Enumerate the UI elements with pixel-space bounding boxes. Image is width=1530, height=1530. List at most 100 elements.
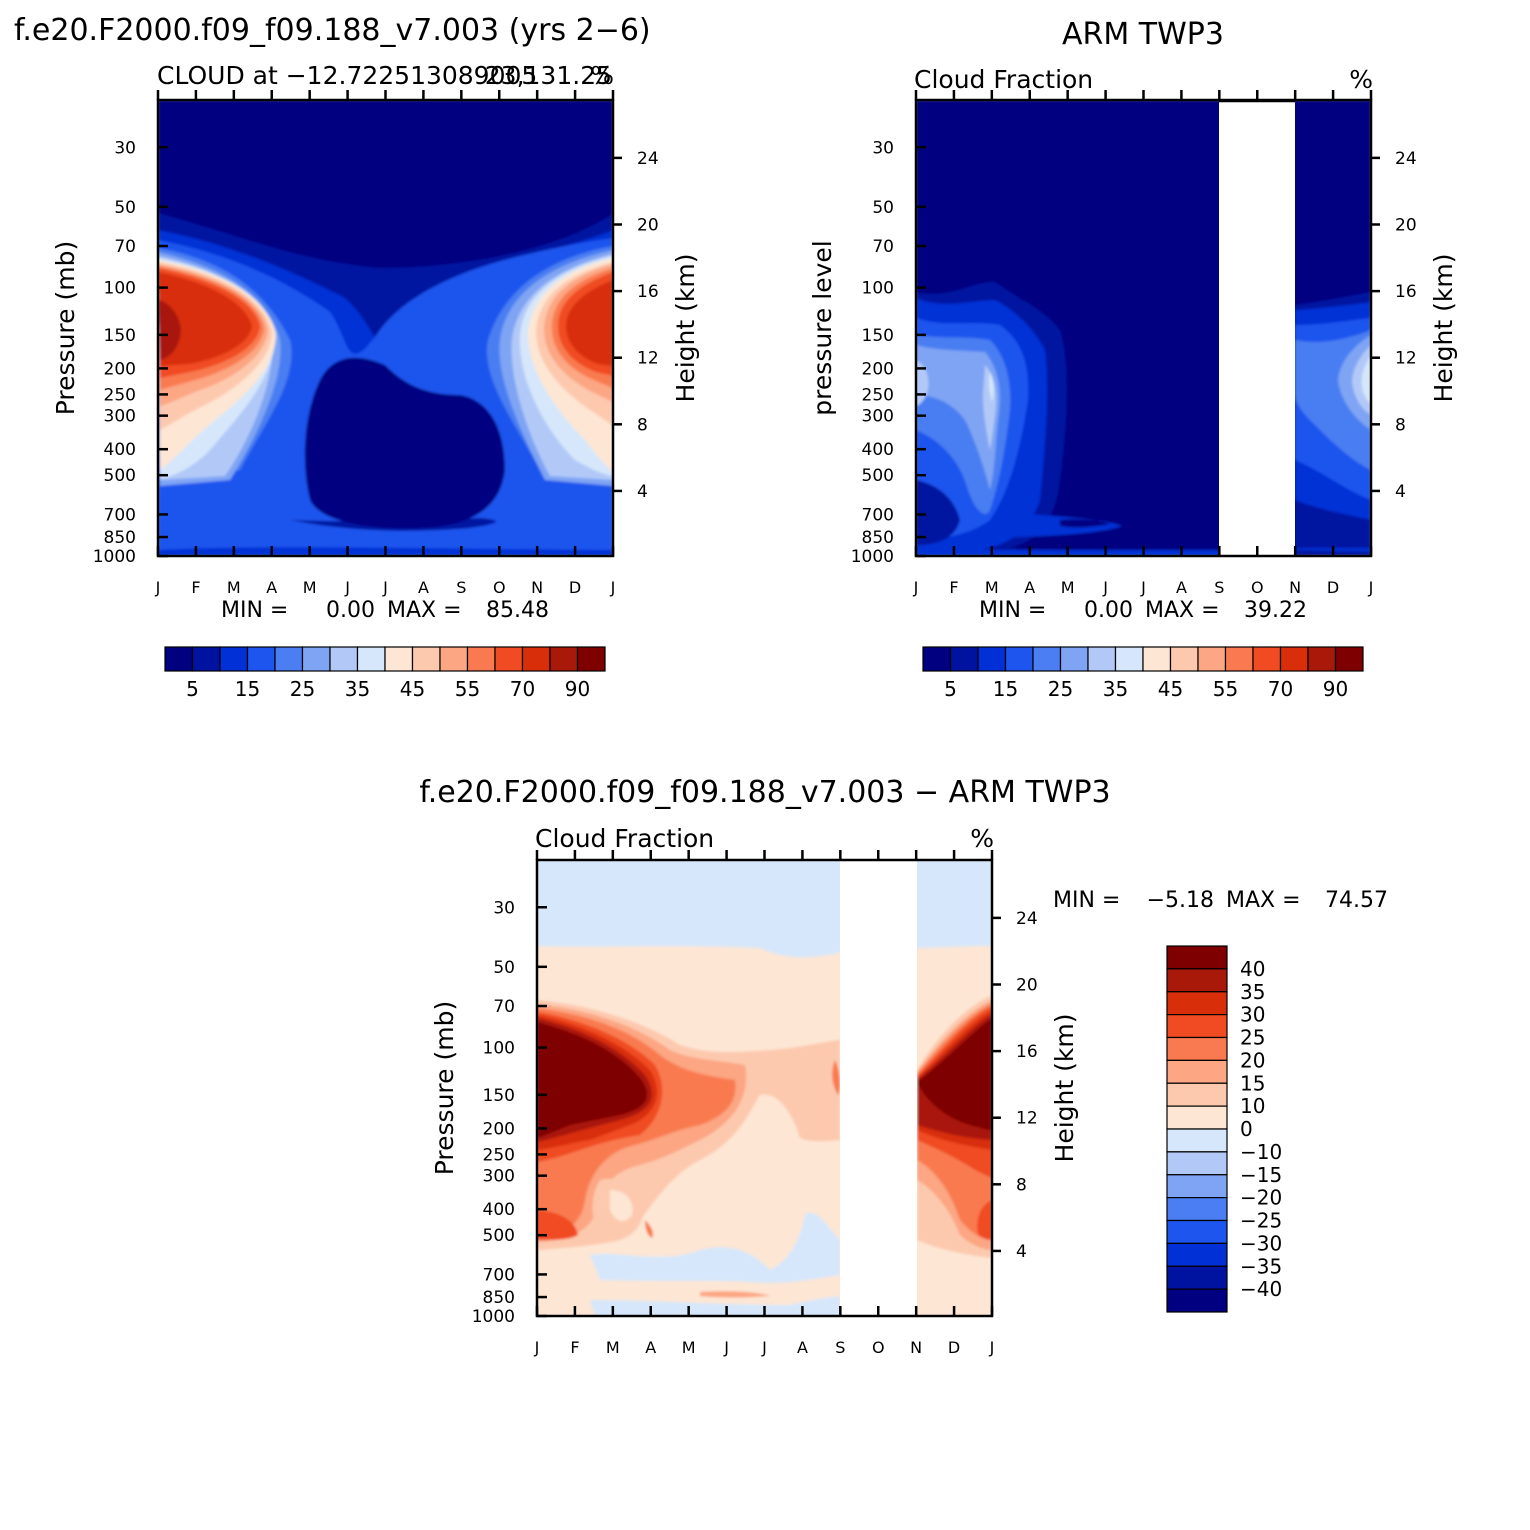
stats-obs-min-label: MIN =: [979, 598, 1046, 623]
colorbar-model-swatch-1: [191, 646, 221, 672]
colorbar-obs-swatch-4: [1032, 646, 1062, 672]
y-tick-label-diff-11: 850: [483, 1288, 515, 1308]
height-tick-label-model-0: 24: [637, 149, 659, 169]
colorbar-obs-swatch-13: [1279, 646, 1309, 672]
y-tick-label-obs-5: 200: [862, 359, 894, 379]
colorbar-diff-swatch-15: [1166, 1288, 1228, 1313]
colorbar-obs-swatch-11: [1224, 646, 1254, 672]
colorbar-diff-label-1: 35: [1240, 980, 1265, 1004]
colorbar-diff-label-9: −15: [1240, 1163, 1282, 1187]
stats-obs-max-label: MAX =: [1145, 598, 1220, 623]
colorbar-diff-swatch-8: [1166, 1128, 1228, 1153]
colorbar-model-swatch-6: [329, 646, 359, 672]
y-tick-label-model-12: 1000: [93, 547, 136, 567]
y-tick-label-model-0: 30: [114, 138, 136, 158]
height-tick-label-model-1: 20: [637, 215, 659, 235]
colorbar-model-label-1: 15: [235, 677, 260, 701]
height-tick-label-obs-1: 20: [1395, 215, 1417, 235]
colorbar-model-swatch-15: [576, 646, 606, 672]
x-tick-label-model-1: F: [191, 578, 200, 597]
colorbar-diff-swatch-7: [1166, 1105, 1228, 1130]
plot-area-diff: [537, 860, 992, 1316]
colorbar-diff-swatch-9: [1166, 1151, 1228, 1176]
height-tick-label-diff-1: 20: [1016, 975, 1038, 995]
height-tick-label-model-3: 12: [637, 349, 659, 369]
colorbar-obs-swatch-10: [1197, 646, 1227, 672]
y-axis-right-label-obs: Height (km): [1429, 254, 1458, 403]
colorbar-obs-label-3: 35: [1103, 677, 1128, 701]
colorbar-obs-swatch-15: [1334, 646, 1364, 672]
height-tick-label-obs-5: 4: [1395, 482, 1406, 502]
y-tick-label-diff-1: 50: [493, 958, 515, 978]
plot-area-obs: [916, 100, 1371, 556]
x-tick-label-diff-6: J: [761, 1338, 767, 1357]
x-tick-label-obs-1: F: [949, 578, 958, 597]
x-tick-label-diff-12: J: [989, 1338, 995, 1357]
x-tick-label-diff-9: O: [872, 1338, 885, 1357]
x-tick-label-obs-8: S: [1214, 578, 1224, 597]
y-axis-right-label-diff: Height (km): [1050, 1014, 1079, 1163]
colorbar-diff-label-13: −35: [1240, 1254, 1282, 1278]
colorbar-diff-label-8: −10: [1240, 1140, 1282, 1164]
colorbar-diff-label-3: 25: [1240, 1026, 1265, 1050]
height-tick-label-diff-0: 24: [1016, 909, 1038, 929]
y-tick-label-obs-4: 150: [862, 326, 894, 346]
x-tick-label-model-4: M: [303, 578, 317, 597]
colorbar-model: 5 15 25 35 45 55 70 90: [164, 646, 606, 701]
x-tick-label-obs-0: J: [913, 578, 919, 597]
x-tick-label-obs-3: A: [1024, 578, 1035, 597]
colorbar-model-swatch-5: [301, 646, 331, 672]
y-tick-label-obs-12: 1000: [851, 547, 894, 567]
colorbar-diff-label-7: 0: [1240, 1117, 1253, 1141]
x-tick-label-model-2: M: [227, 578, 241, 597]
y-tick-label-model-5: 200: [104, 359, 136, 379]
stats-obs-min: 0.00: [1084, 598, 1133, 623]
x-tick-label-diff-1: F: [570, 1338, 579, 1357]
colorbar-diff-label-2: 30: [1240, 1003, 1265, 1027]
x-tick-label-diff-0: J: [534, 1338, 540, 1357]
x-tick-label-obs-4: M: [1061, 578, 1075, 597]
y-tick-label-model-9: 500: [104, 466, 136, 486]
stats-model-max: 85.48: [486, 598, 549, 623]
colorbar-diff-label-6: 10: [1240, 1094, 1265, 1118]
colorbar-diff-label-12: −30: [1240, 1231, 1282, 1255]
y-tick-label-diff-12: 1000: [472, 1307, 515, 1327]
colorbar-model-label-5: 55: [455, 677, 480, 701]
stats-diff: MIN = −5.18 MAX = 74.57: [1053, 888, 1388, 913]
y-tick-label-model-8: 400: [104, 440, 136, 460]
y-tick-label-diff-4: 150: [483, 1086, 515, 1106]
stats-obs: MIN = 0.00 MAX = 39.22: [979, 598, 1307, 623]
colorbar-obs-swatch-7: [1114, 646, 1144, 672]
y-tick-label-model-2: 70: [114, 237, 136, 257]
colorbar-obs-label-2: 25: [1048, 677, 1073, 701]
x-tick-label-obs-12: J: [1368, 578, 1374, 597]
y-tick-label-diff-10: 700: [483, 1265, 515, 1285]
x-tick-label-obs-5: J: [1102, 578, 1108, 597]
colorbar-diff-swatch-3: [1166, 1014, 1228, 1039]
height-tick-label-model-4: 8: [637, 415, 648, 435]
colorbar-model-label-6: 70: [510, 677, 535, 701]
stats-model-min-label: MIN =: [221, 598, 288, 623]
colorbar-model-label-3: 35: [345, 677, 370, 701]
y-tick-label-obs-9: 500: [862, 466, 894, 486]
y-tick-label-model-10: 700: [104, 505, 136, 525]
y-tick-label-obs-1: 50: [872, 198, 894, 218]
colorbar-diff-swatch-5: [1166, 1059, 1228, 1084]
x-tick-label-obs-11: D: [1327, 578, 1339, 597]
panel-obs-units: %: [1349, 65, 1373, 94]
panel-diff-subtitle: Cloud Fraction: [535, 824, 714, 853]
panel-diff-title: f.e20.F2000.f09_f09.188_v7.003 − ARM TWP…: [419, 775, 1110, 810]
panel-obs-subtitle: Cloud Fraction: [914, 65, 1093, 94]
colorbar-model-swatch-0: [164, 646, 194, 672]
colorbar-obs: 5 15 25 35 45 55 70 90: [922, 646, 1364, 701]
x-tick-label-diff-10: N: [910, 1338, 922, 1357]
y-tick-label-obs-2: 70: [872, 237, 894, 257]
panel-model-title: f.e20.F2000.f09_f09.188_v7.003 (yrs 2−6): [14, 13, 651, 48]
colorbar-model-swatch-8: [384, 646, 414, 672]
panel-diff-units: %: [970, 824, 994, 853]
colorbar-diff-swatch-14: [1166, 1265, 1228, 1290]
colorbar-diff-label-14: −40: [1240, 1277, 1282, 1301]
colorbar-model-swatch-7: [356, 646, 386, 672]
stats-diff-min-label: MIN =: [1053, 888, 1120, 913]
colorbar-diff-swatch-0: [1166, 945, 1228, 970]
